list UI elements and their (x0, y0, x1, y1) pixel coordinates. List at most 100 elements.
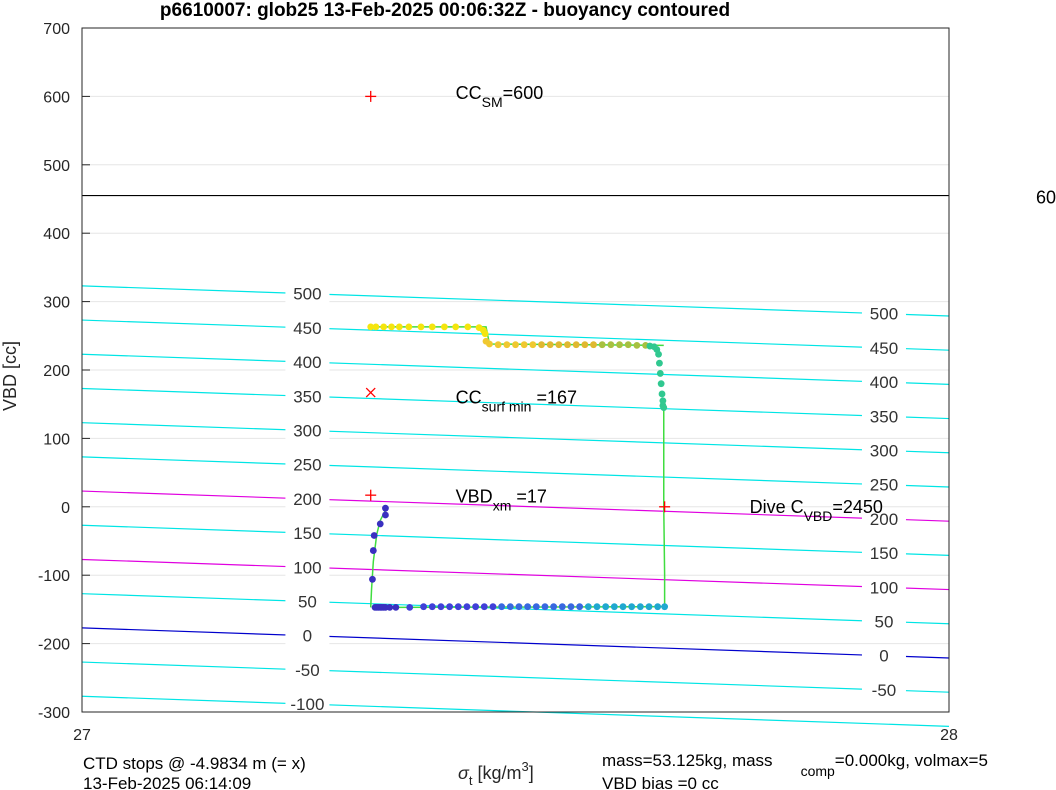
data-point (572, 341, 580, 349)
data-point (428, 603, 436, 611)
data-point (564, 341, 571, 349)
data-point (654, 603, 662, 611)
annotation: VBDxm =17 (456, 487, 547, 514)
data-point (395, 323, 403, 331)
data-point (512, 341, 519, 349)
data-point (498, 603, 506, 611)
data-point (463, 603, 471, 611)
x-marker (365, 387, 376, 398)
contour-label: 150 (293, 524, 321, 543)
annotation-value: =2450 (832, 497, 883, 517)
data-point (406, 603, 414, 611)
contour-label: 450 (293, 319, 321, 338)
data-point (405, 323, 413, 331)
annotation-sub: surf min (482, 398, 532, 414)
data-point (388, 323, 395, 331)
data-point (633, 341, 641, 349)
contour-label-bg (861, 680, 906, 699)
y-tick-label: 0 (61, 500, 70, 517)
contour-label-bg (861, 578, 906, 597)
data-point (610, 603, 618, 611)
grid-lines (82, 27, 949, 713)
y-tick-label: 700 (43, 21, 70, 38)
contour-label-bg (285, 284, 330, 303)
data-point (576, 603, 584, 611)
contour-label: 0 (879, 647, 888, 666)
data-point (636, 603, 644, 611)
contour-line (81, 285, 950, 317)
data-point (628, 603, 636, 611)
contour-label-bg (285, 592, 330, 611)
contour-lines (81, 285, 950, 727)
contour-label: 50 (298, 592, 317, 611)
contour-line (81, 387, 950, 420)
annotation-sub: VBD (804, 508, 833, 524)
data-point (658, 390, 666, 398)
data-point (584, 603, 592, 611)
data-point (567, 603, 575, 611)
data-point (645, 603, 653, 611)
data-point (420, 603, 427, 611)
plus-marker (365, 489, 377, 501)
contour-label-bg (861, 441, 906, 460)
data-point (661, 603, 669, 611)
data-points (367, 323, 669, 611)
contour-label-bg (285, 626, 330, 645)
annotation-main: VBD (456, 487, 493, 507)
y-tick-label: 500 (43, 158, 70, 175)
data-point (607, 341, 615, 349)
contour-label-bg (285, 695, 330, 714)
contour-label-bg (861, 612, 906, 631)
x-tick-label: 28 (940, 727, 958, 744)
contour-label: 500 (870, 305, 898, 324)
contour-label-bg (285, 421, 330, 440)
data-point (532, 603, 540, 611)
contour-label-bg (285, 489, 330, 508)
data-point (590, 341, 597, 349)
y-tick-label: 200 (43, 363, 70, 380)
contour-label: 100 (293, 558, 321, 577)
contour-label-bg (861, 407, 906, 426)
data-point (452, 323, 460, 331)
contour-label: 200 (870, 510, 898, 529)
contour-label-bg (861, 475, 906, 494)
data-point (437, 603, 445, 611)
y-tick-label: 300 (43, 295, 70, 312)
contour-label-bg (861, 646, 906, 665)
contour-label: 50 (875, 613, 894, 632)
contour-line (81, 422, 950, 454)
data-point (480, 603, 488, 611)
data-point (624, 341, 632, 349)
annotation-value: =17 (511, 487, 547, 507)
contour-label: 0 (303, 627, 312, 646)
y-tick-label: -100 (38, 568, 70, 585)
data-point (520, 341, 528, 349)
contour-line (81, 490, 950, 522)
data-point (538, 341, 545, 349)
data-point (506, 603, 514, 611)
contour-line (81, 627, 950, 659)
data-point (619, 603, 627, 611)
contour-label: 400 (293, 353, 321, 372)
footer-vbd-bias: VBD bias =0 cc (602, 774, 719, 790)
data-point (541, 603, 549, 611)
contour-line (81, 558, 950, 591)
contour-label-bg (861, 544, 906, 563)
data-point (486, 340, 493, 348)
contour-line (81, 695, 950, 727)
data-point (446, 603, 454, 611)
contour-label: 400 (870, 373, 898, 392)
data-point (657, 380, 665, 388)
data-point (656, 370, 664, 377)
contour-label-bg (285, 558, 330, 577)
data-point (367, 323, 375, 331)
path-line (663, 407, 666, 607)
contour-line (81, 593, 950, 625)
data-point (659, 397, 667, 405)
annotation: CCsurf min =167 (456, 387, 577, 414)
footer-ctd-stops: CTD stops @ -4.9834 m (= x) (83, 754, 306, 773)
data-point (656, 359, 663, 367)
data-point (503, 341, 511, 349)
data-point (382, 511, 389, 519)
